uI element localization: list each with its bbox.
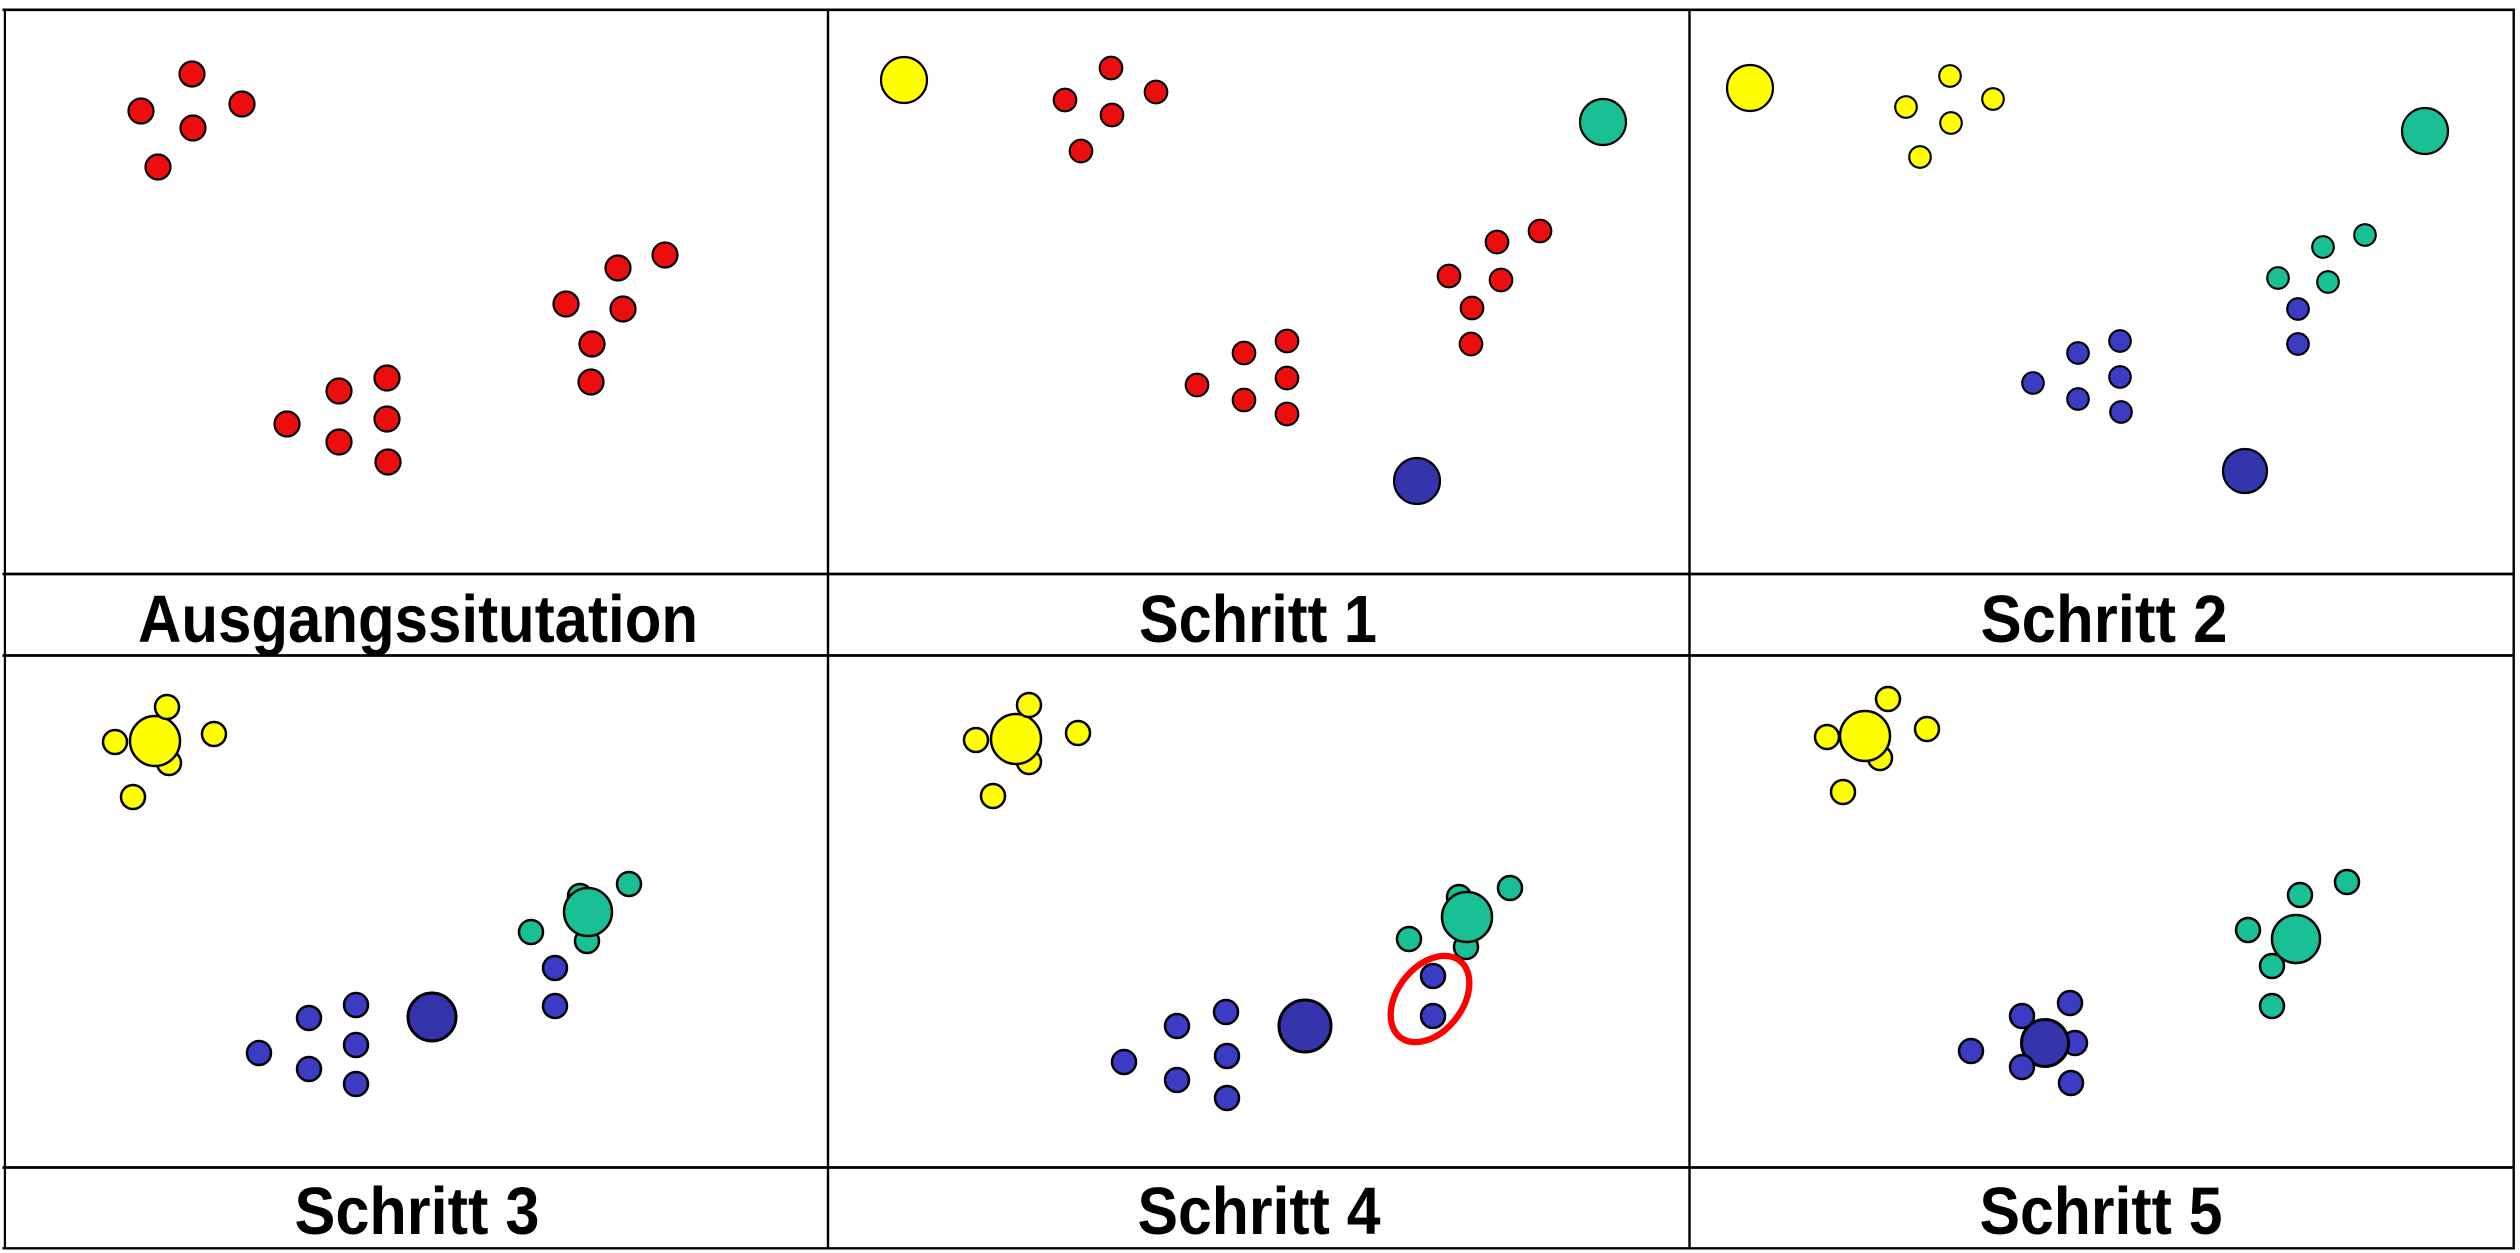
svg-text:Schritt 4: Schritt 4 xyxy=(1138,1174,1381,1249)
svg-text:Schritt 2: Schritt 2 xyxy=(1981,582,2228,657)
svg-text:Schritt 3: Schritt 3 xyxy=(295,1174,540,1249)
svg-text:Schritt 1: Schritt 1 xyxy=(1139,582,1377,657)
svg-text:Schritt 5: Schritt 5 xyxy=(1980,1174,2223,1249)
svg-text:Ausgangssitutation: Ausgangssitutation xyxy=(138,582,698,657)
